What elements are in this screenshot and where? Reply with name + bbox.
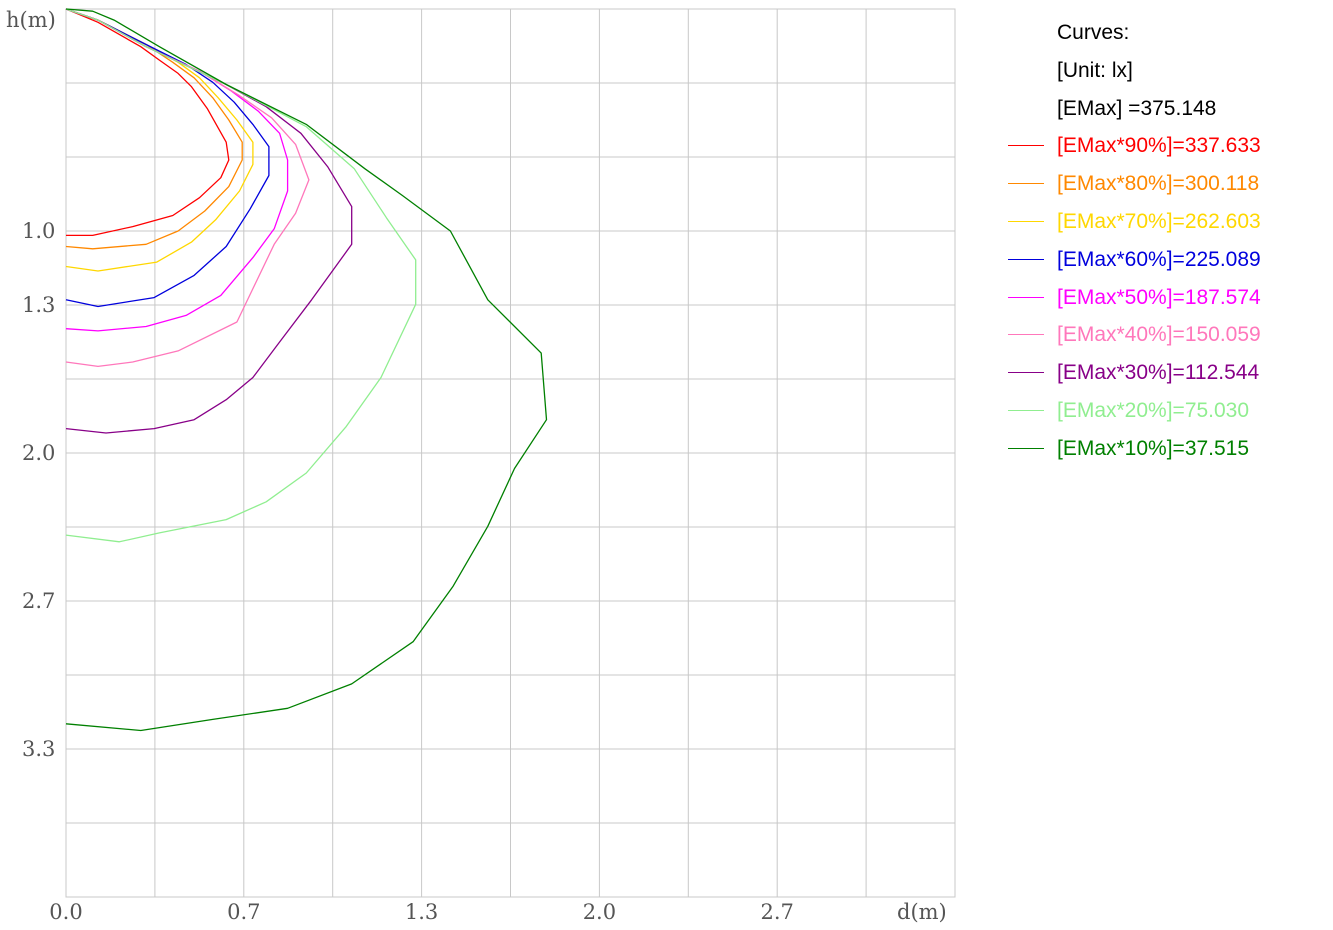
y-axis-label: h(m): [6, 8, 56, 32]
y-tick-label: 2.7: [22, 589, 55, 613]
contour-curve: [65, 8, 353, 434]
y-tick-label: 1.3: [22, 293, 55, 317]
legend-swatch: [1008, 220, 1044, 222]
x-tick-label: 2.0: [583, 900, 616, 924]
contour-curve: [65, 8, 230, 237]
legend-label: [EMax*50%]=187.574: [1057, 285, 1261, 309]
x-tick-label: 2.7: [760, 900, 793, 924]
legend-label: [EMax*90%]=337.633: [1057, 134, 1261, 158]
legend-swatch: [1008, 447, 1044, 449]
y-tick-label: 1.0: [22, 219, 55, 243]
legend-label: [EMax*70%]=262.603: [1057, 209, 1261, 233]
y-tick-label: 2.0: [22, 441, 55, 465]
x-tick-label: 0.0: [49, 900, 82, 924]
x-tick-label: 1.3: [405, 900, 438, 924]
legend-swatch: [1008, 296, 1044, 298]
legend-label: [EMax*20%]=75.030: [1057, 398, 1250, 422]
y-tick-label: 3.3: [22, 737, 55, 761]
legend-swatch: [1008, 334, 1044, 336]
x-axis-label: d(m): [897, 900, 947, 924]
x-tick-label: 0.7: [227, 900, 260, 924]
curves: [65, 8, 548, 732]
legend-header-text: [Unit: lx]: [1057, 58, 1133, 82]
legend-swatch: [1008, 145, 1044, 147]
contour-curve: [65, 8, 243, 250]
y-tick-labels: 1.0 1.3 2.0 2.7 3.3: [22, 219, 55, 761]
legend-header-text: [EMax] =375.148: [1057, 96, 1217, 120]
contour-curve: [65, 8, 548, 732]
legend-label: [EMax*30%]=112.544: [1057, 361, 1260, 385]
legend-label: [EMax*10%]=37.515: [1057, 436, 1250, 460]
legend-swatch: [1008, 409, 1044, 411]
legend-label: [EMax*80%]=300.118: [1057, 172, 1260, 196]
legend-label: [EMax*60%]=225.089: [1057, 247, 1261, 271]
contour-curve: [65, 8, 417, 543]
legend-header-text: Curves:: [1057, 21, 1130, 44]
grid: [65, 8, 956, 898]
contour-chart: 0.0 0.7 1.3 2.0 2.7 1.0 1.3 2.0 2.7 3.3 h(m) d(m…: [6, 8, 956, 924]
legend-swatch: [1008, 372, 1044, 374]
x-tick-labels: 0.0 0.7 1.3 2.0 2.7: [49, 900, 794, 924]
legend-label: [EMax*40%]=150.059: [1057, 323, 1261, 347]
legend-swatch: [1008, 258, 1044, 260]
contour-curve: [65, 8, 270, 308]
legend-swatch: [1008, 183, 1044, 185]
